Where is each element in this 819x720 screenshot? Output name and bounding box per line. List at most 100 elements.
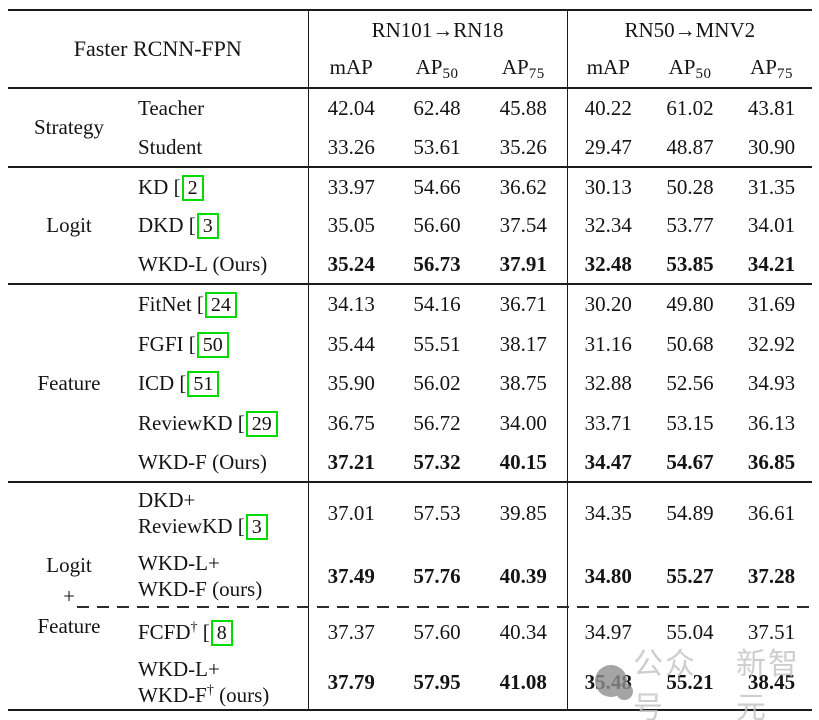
citation-link[interactable]: 50 (196, 331, 229, 358)
metric-value: 55.04 (666, 619, 714, 644)
metric-value: 48.87 (649, 128, 732, 168)
metric-value: 34.01 (747, 213, 796, 237)
method-fcfd: FCFD† [8 (130, 608, 308, 656)
citation-link[interactable]: 3 (196, 213, 219, 239)
metric-value: 36.71 (499, 292, 547, 316)
metric-value: 56.73 (394, 245, 481, 285)
metric-value: 56.60 (413, 213, 461, 237)
metric-value: 36.75 (307, 403, 395, 443)
method-dkd: DKD [3 (130, 206, 308, 245)
col-header-ap50-1: AP50 (394, 50, 481, 89)
col-header-map-1: mAP (307, 50, 395, 89)
citation-link[interactable]: 51 (187, 371, 220, 397)
metric-value: 43.81 (747, 96, 796, 120)
table-row: DKD [3 35.05 56.60 37.54 32.34 53.77 34.… (8, 206, 812, 245)
metric-value: 30.13 (566, 167, 650, 206)
method-dkd-reviewkd: DKD+ ReviewKD [3 (130, 482, 308, 544)
metric-value: 32.48 (566, 245, 650, 285)
metric-value: 35.48 (566, 656, 650, 711)
metric-value: 31.35 (747, 174, 796, 199)
metric-value: 53.85 (649, 245, 732, 285)
col-group-rn50-mnv2: RN50→MNV2 (566, 10, 813, 50)
metric-value: 37.91 (480, 245, 568, 285)
method-icd: ICD [51 (130, 364, 308, 403)
citation-link[interactable]: 2 (181, 174, 204, 201)
metric-value: 37.54 (499, 213, 547, 237)
metric-value: 35.26 (480, 128, 568, 168)
metric-value: 56.02 (413, 371, 461, 395)
col-header-ap75-1: AP75 (480, 50, 568, 89)
metric-value: 54.66 (413, 174, 461, 199)
col-header-ap75-2: AP75 (731, 50, 813, 89)
table-row: ICD [51 35.90 56.02 38.75 32.88 52.56 34… (8, 364, 812, 403)
metric-value: 57.53 (413, 501, 461, 525)
metric-value: 32.92 (747, 331, 796, 356)
method-wkd-l: WKD-L (Ours) (130, 245, 309, 285)
metric-value: 37.49 (307, 544, 395, 608)
metric-value: 40.22 (566, 88, 650, 128)
method-teacher: Teacher (138, 96, 205, 121)
table-row: WKD-L+ WKD-F (ours) 37.49 57.76 40.39 34… (8, 544, 812, 608)
citation-link[interactable]: 8 (210, 619, 233, 646)
metric-value: 57.60 (413, 619, 461, 644)
method-wkd-f: WKD-F (Ours) (130, 443, 309, 483)
table-row: Student 33.26 53.61 35.26 29.47 48.87 30… (8, 128, 813, 168)
table-row: WKD-F (Ours) 37.21 57.32 40.15 34.47 54.… (8, 443, 813, 483)
col-header-map-2: mAP (566, 50, 650, 89)
metric-value: 34.97 (566, 608, 650, 656)
metric-value: 30.20 (566, 284, 650, 324)
metric-value: 40.39 (499, 563, 547, 588)
metric-value: 49.80 (666, 292, 714, 316)
section-label-logit-feature: Logit + Feature (8, 482, 130, 711)
section-label-feature: Feature (8, 284, 130, 483)
metric-value: 35.24 (307, 245, 395, 285)
method-wkdl-wkdf-dagger: WKD-L+ WKD-F† (ours) (130, 656, 309, 711)
method-kd: KD [2 (130, 167, 308, 206)
metric-value: 53.77 (666, 213, 714, 237)
metric-value: 61.02 (666, 96, 714, 120)
table-row: Strategy Teacher 42.04 62.48 45.88 40.22… (8, 88, 812, 168)
metric-value: 34.80 (566, 544, 650, 608)
table-row: ReviewKD [29 36.75 56.72 34.00 33.71 53.… (8, 403, 812, 443)
metric-value: 32.34 (566, 206, 650, 245)
metric-value: 57.76 (413, 563, 461, 588)
metric-value: 36.61 (747, 501, 796, 525)
citation-link[interactable]: 29 (245, 410, 278, 437)
metric-value: 55.27 (666, 563, 714, 588)
metric-value: 34.47 (566, 443, 650, 483)
metric-value: 50.68 (666, 331, 714, 356)
metric-value: 53.61 (394, 128, 481, 168)
table-title: Faster RCNN-FPN (8, 10, 309, 89)
method-reviewkd: ReviewKD [29 (130, 403, 308, 443)
metric-value: 36.85 (731, 443, 813, 483)
section-label-strategy: Strategy (8, 88, 130, 168)
citation-link[interactable]: 24 (204, 292, 237, 318)
dagger-symbol: † (206, 683, 214, 699)
metric-value: 31.16 (566, 324, 650, 364)
metric-value: 56.72 (413, 410, 461, 435)
metric-value: 30.90 (731, 128, 813, 168)
dashed-separator (77, 606, 813, 608)
col-group-rn101-rn18: RN101→RN18 (307, 10, 568, 50)
table-row: FCFD† [8 37.37 57.60 40.34 34.97 55.04 3… (8, 608, 812, 656)
metric-value: 34.21 (731, 245, 813, 285)
metric-value: 35.05 (307, 206, 395, 245)
table-row: Logit + Feature DKD+ ReviewKD [3 37.01 5… (8, 482, 812, 711)
metric-value: 45.88 (499, 96, 547, 120)
citation-link[interactable]: 3 (245, 514, 268, 541)
metric-value: 29.47 (566, 128, 650, 168)
table-row: Logit KD [2 33.97 54.66 36.62 30.13 50.2… (8, 167, 812, 285)
metric-value: 53.15 (666, 410, 714, 435)
metric-value: 54.16 (413, 292, 461, 316)
metric-value: 52.56 (666, 371, 714, 395)
table-row: WKD-L+ WKD-F† (ours) 37.79 57.95 41.08 3… (8, 656, 813, 711)
table-row: Feature FitNet [24 34.13 54.16 36.71 30.… (8, 284, 812, 483)
results-table: Faster RCNN-FPN RN101→RN18 RN50→MNV2 mAP… (8, 9, 813, 711)
metric-value: 36.13 (747, 410, 796, 435)
method-fgfi: FGFI [50 (130, 324, 308, 364)
metric-value: 34.13 (307, 284, 395, 324)
metric-value: 33.26 (307, 128, 395, 168)
table-row: WKD-L (Ours) 35.24 56.73 37.91 32.48 53.… (8, 245, 813, 285)
metric-value: 62.48 (413, 96, 461, 120)
